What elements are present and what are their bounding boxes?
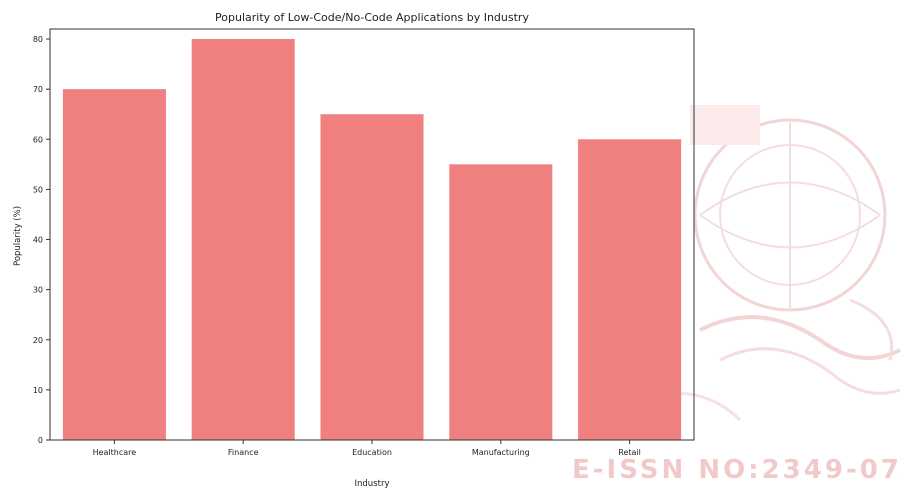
y-tick-label: 0	[38, 436, 43, 445]
x-tick-label: Finance	[228, 448, 259, 457]
y-tick-label: 60	[33, 135, 43, 144]
x-tick-label: Manufacturing	[472, 448, 530, 457]
bar-finance	[191, 39, 295, 441]
plot-frame	[49, 28, 695, 441]
y-tick-label: 10	[33, 386, 43, 395]
x-tick-group: Healthcare Finance Education Manufacturing R…	[93, 440, 641, 457]
y-tick-label: 20	[33, 336, 43, 345]
y-tick-label: 40	[33, 236, 43, 245]
y-axis-label: Popularity (%)	[13, 206, 23, 266]
x-tick-label: Healthcare	[93, 448, 137, 457]
bar-education	[320, 114, 424, 441]
y-tick-label: 70	[33, 85, 43, 94]
chart-title: Popularity of Low-Code/No-Code Applicati…	[215, 11, 529, 24]
watermark-emblem	[639, 105, 901, 422]
x-tick-label: Retail	[618, 448, 641, 457]
x-tick-label: Education	[352, 448, 392, 457]
y-tick-group: 0 10 20 30 40 50 60 70 80	[33, 35, 50, 445]
y-tick-label: 30	[33, 286, 43, 295]
y-tick-label: 50	[33, 185, 43, 194]
bar-group	[62, 39, 682, 441]
y-tick-label: 80	[33, 35, 43, 44]
bar-healthcare	[62, 89, 166, 441]
bar-manufacturing	[449, 164, 553, 440]
bar-retail	[578, 139, 682, 440]
x-axis-label: Industry	[355, 479, 390, 489]
watermark-text: E-ISSN NO:2349-0721	[572, 455, 904, 485]
